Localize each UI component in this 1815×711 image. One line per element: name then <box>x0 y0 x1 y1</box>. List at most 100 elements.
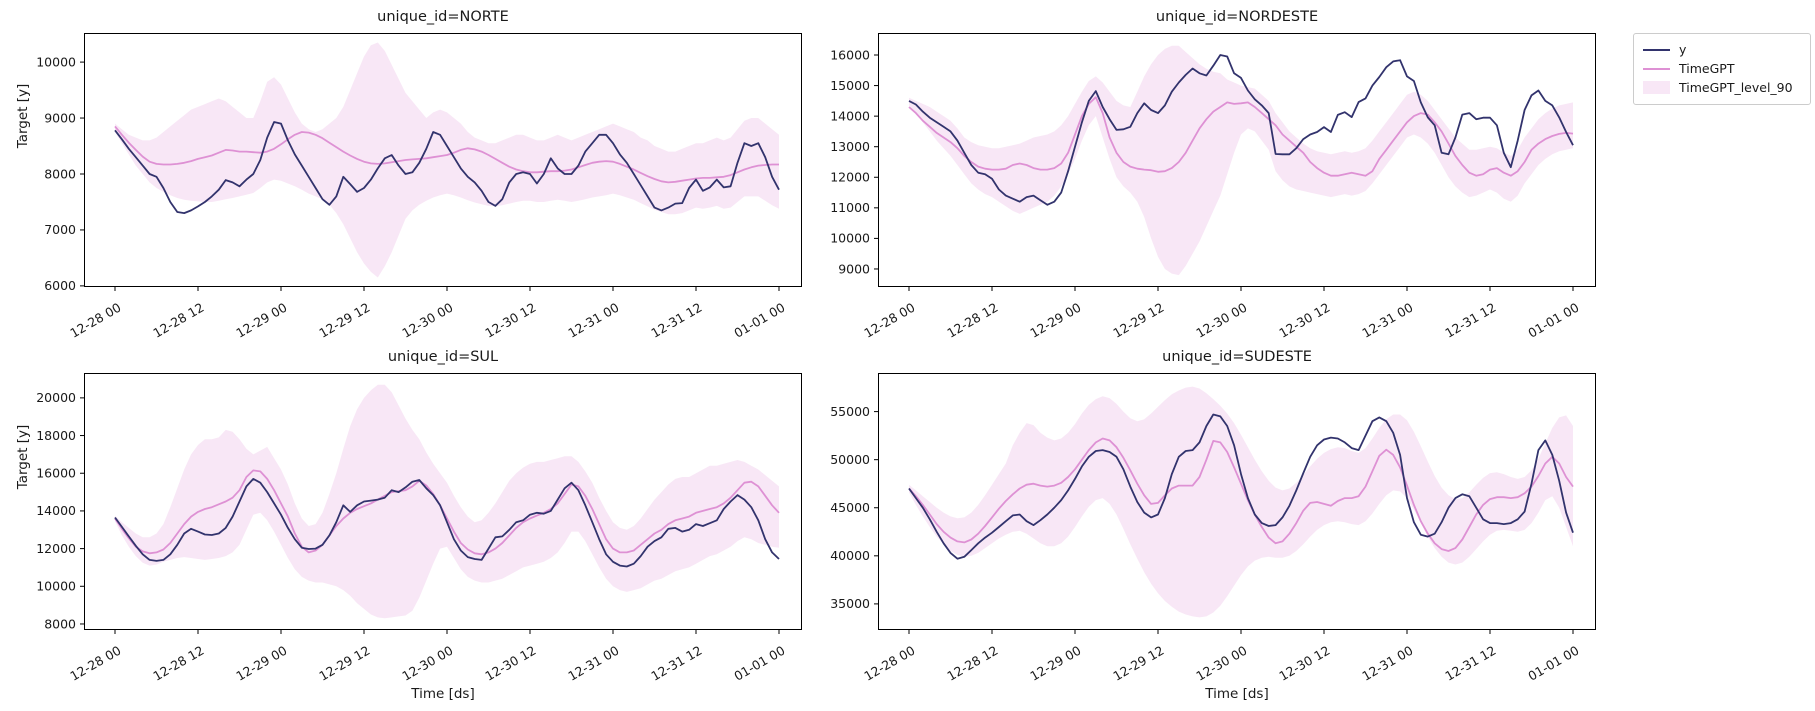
legend-item-y: y <box>1643 40 1801 59</box>
legend-box: y TimeGPT TimeGPT_level_90 <box>1633 33 1811 105</box>
y-tick-label: 8000 <box>44 166 76 181</box>
subplot-sudeste: 35000 40000 45000 50000 55000 12-28 00 12-28 1… <box>830 373 1596 684</box>
x-tick-label: 12-30 00 <box>399 643 455 684</box>
x-tick-label: 12-29 12 <box>316 643 372 684</box>
x-tick-label: 12-29 00 <box>233 300 289 341</box>
x-axis-label-sul: Time [ds] <box>411 686 475 702</box>
x-tick-label: 12-30 00 <box>1193 643 1249 684</box>
y-tick-label: 7000 <box>44 222 76 237</box>
x-tick-label: 12-31 12 <box>1442 643 1498 684</box>
plot-title-sul: unique_id=SUL <box>387 349 499 365</box>
x-tick-label: 12-31 12 <box>648 300 704 341</box>
subplot-norte: 6000 7000 8000 9000 10000 12-28 00 12-28 12 12-… <box>36 33 802 341</box>
x-tick-label: 12-31 00 <box>565 300 621 341</box>
y-axis-label-row1: Target [y] <box>15 83 31 149</box>
x-tick-label: 12-28 00 <box>861 643 917 684</box>
x-tick-label: 12-29 12 <box>1110 300 1166 341</box>
x-tick-label: 12-31 12 <box>648 643 704 684</box>
x-tick-label: 12-30 12 <box>482 643 538 684</box>
timegpt-line <box>908 96 1574 177</box>
subplot-nordeste: 9000 10000 11000 12000 13000 14000 15000 16000 1… <box>830 33 1596 341</box>
x-tick-label: 12-30 00 <box>399 300 455 341</box>
x-tick-label: 12-29 12 <box>316 300 372 341</box>
y-tick-label: 40000 <box>830 548 870 563</box>
x-tick-label: 12-29 12 <box>1110 643 1166 684</box>
y-tick-label: 55000 <box>830 404 870 419</box>
x-tick-label: 12-29 00 <box>233 643 289 684</box>
y-tick-label: 13000 <box>830 139 870 154</box>
x-tick-label: 12-30 12 <box>1276 643 1332 684</box>
x-tick-label: 12-28 00 <box>67 643 123 684</box>
y-line <box>114 478 780 568</box>
chart-canvas: 8000 10000 12000 14000 16000 18000 20000 12-28 … <box>36 373 802 684</box>
x-tick-label: 01-01 00 <box>731 643 787 684</box>
x-tick-label: 12-28 00 <box>67 300 123 341</box>
x-tick-label: 01-01 00 <box>1525 300 1581 341</box>
x-tick-label: 12-29 00 <box>1027 643 1083 684</box>
subplot-sul: 8000 10000 12000 14000 16000 18000 20000 12-28 … <box>36 373 802 684</box>
x-tick-label: 12-28 12 <box>150 300 206 341</box>
x-tick-label: 12-28 12 <box>944 300 1000 341</box>
y-tick-label: 18000 <box>36 428 76 443</box>
chart-canvas: 6000 7000 8000 9000 10000 12-28 00 12-28 12 12-… <box>36 33 802 341</box>
legend-item-timegpt: TimeGPT <box>1643 59 1801 78</box>
x-tick-label: 12-28 12 <box>944 643 1000 684</box>
timegpt-line-swatch <box>1643 67 1670 70</box>
chart-canvas: 9000 10000 11000 12000 13000 14000 15000 16000 1… <box>830 33 1596 341</box>
level90-band <box>909 45 1573 276</box>
y-line <box>908 413 1574 560</box>
y-tick-label: 16000 <box>830 47 870 62</box>
y-tick-label: 45000 <box>830 500 870 515</box>
x-tick-label: 12-28 12 <box>150 643 206 684</box>
x-tick-label: 12-31 00 <box>565 643 621 684</box>
axes-frame <box>84 373 802 630</box>
legend-label-y: y <box>1679 42 1687 57</box>
x-tick-label: 12-28 00 <box>861 300 917 341</box>
y-tick-label: 10000 <box>36 579 76 594</box>
legend-item-level90: TimeGPT_level_90 <box>1643 78 1801 97</box>
x-tick-label: 12-30 12 <box>1276 300 1332 341</box>
y-tick-label: 35000 <box>830 596 870 611</box>
axes-frame <box>878 33 1596 287</box>
y-tick-label: 6000 <box>44 278 76 293</box>
x-tick-label: 01-01 00 <box>1525 643 1581 684</box>
level90-patch-swatch <box>1643 81 1670 94</box>
y-axis-label-row2: Target [y] <box>15 424 31 490</box>
axes-frame <box>878 373 1596 630</box>
chart-canvas: 35000 40000 45000 50000 55000 12-28 00 12-28 1… <box>830 373 1596 684</box>
plot-title-norte: unique_id=NORTE <box>377 9 509 25</box>
x-tick-label: 12-31 00 <box>1359 643 1415 684</box>
legend-label-timegpt: TimeGPT <box>1679 61 1735 76</box>
y-tick-label: 50000 <box>830 452 870 467</box>
x-tick-label: 12-29 00 <box>1027 300 1083 341</box>
axes-frame <box>84 33 802 287</box>
y-tick-label: 11000 <box>830 200 870 215</box>
level90-band <box>115 42 779 278</box>
timegpt-line <box>908 437 1574 552</box>
y-tick-label: 10000 <box>830 231 870 246</box>
legend-label-level90: TimeGPT_level_90 <box>1679 80 1793 95</box>
y-line-swatch <box>1643 48 1670 51</box>
x-axis-label-sudeste: Time [ds] <box>1205 686 1269 702</box>
x-tick-label: 12-31 00 <box>1359 300 1415 341</box>
y-tick-label: 9000 <box>44 110 76 125</box>
timegpt-line <box>114 125 779 184</box>
x-tick-label: 12-30 00 <box>1193 300 1249 341</box>
y-tick-label: 20000 <box>36 390 76 405</box>
y-line <box>908 54 1574 206</box>
y-tick-label: 10000 <box>36 54 76 69</box>
x-tick-label: 01-01 00 <box>731 300 787 341</box>
y-tick-label: 16000 <box>36 466 76 481</box>
x-tick-label: 12-30 12 <box>482 300 538 341</box>
y-tick-label: 8000 <box>44 616 76 631</box>
y-tick-label: 14000 <box>36 503 76 518</box>
y-tick-label: 12000 <box>830 170 870 185</box>
level90-band <box>909 386 1573 618</box>
y-tick-label: 9000 <box>838 261 870 276</box>
x-tick-label: 12-31 12 <box>1442 300 1498 341</box>
y-tick-label: 12000 <box>36 541 76 556</box>
y-tick-label: 15000 <box>830 78 870 93</box>
level90-band <box>115 384 779 619</box>
plot-title-nordeste: unique_id=NORDESTE <box>1155 9 1319 25</box>
